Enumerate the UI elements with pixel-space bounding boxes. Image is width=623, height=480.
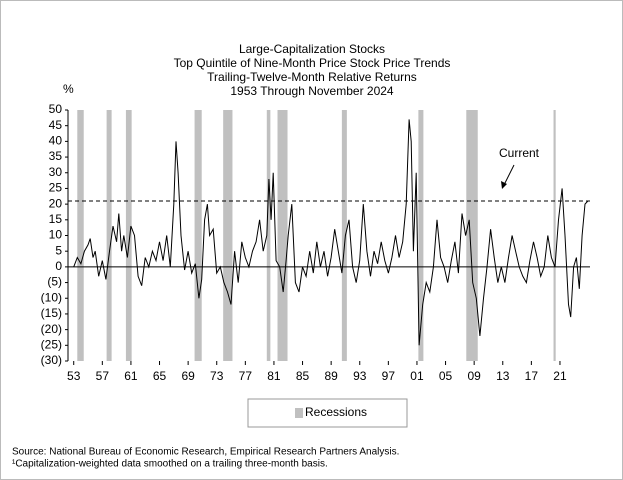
x-tick-label: 57: [96, 369, 110, 383]
x-tick-label: 09: [467, 369, 481, 383]
x-tick-label: 81: [267, 369, 281, 383]
y-tick-label: (25): [41, 337, 62, 351]
y-tick-label: (20): [41, 322, 62, 336]
recession-band: [266, 110, 271, 361]
arrow-head: [501, 180, 507, 189]
x-tick-label: 05: [439, 369, 453, 383]
y-tick-label: (30): [41, 353, 62, 367]
legend-label: Recessions: [305, 405, 367, 419]
x-tick-label: 01: [410, 369, 424, 383]
x-tick-label: 17: [525, 369, 539, 383]
y-tick-label: 30: [49, 165, 63, 179]
x-tick-label: 69: [181, 369, 195, 383]
recession-band: [125, 110, 132, 361]
y-tick-label: 10: [49, 228, 63, 242]
annotation: Current: [499, 146, 540, 160]
chart-title: 1953 Through November 2024: [230, 84, 394, 98]
x-tick-label: 93: [353, 369, 367, 383]
chart-title: Top Quintile of Nine-Month Price Stock P…: [174, 56, 451, 70]
recession-band: [553, 110, 556, 361]
recession-band: [77, 110, 84, 361]
x-tick-label: 21: [553, 369, 567, 383]
x-tick-label: 89: [324, 369, 338, 383]
y-tick-label: 50: [49, 102, 63, 116]
x-tick-label: 73: [210, 369, 224, 383]
y-tick-label: (15): [41, 306, 62, 320]
y-tick-label: 20: [49, 196, 63, 210]
recession-band: [194, 110, 202, 361]
y-tick-label: (10): [41, 290, 62, 304]
y-axis-label: %: [63, 82, 74, 96]
x-tick-label: 53: [67, 369, 81, 383]
data-line: [73, 119, 589, 346]
x-tick-label: 61: [124, 369, 138, 383]
y-tick-label: 15: [49, 212, 63, 226]
x-tick-label: 65: [153, 369, 167, 383]
x-tick-label: 97: [382, 369, 396, 383]
footnote: ¹Capitalization-weighted data smoothed o…: [12, 459, 328, 470]
x-tick-label: 13: [496, 369, 510, 383]
y-tick-label: 40: [49, 134, 63, 148]
chart-title: Trailing-Twelve-Month Relative Returns: [207, 70, 417, 84]
y-tick-label: 5: [55, 243, 62, 257]
y-tick-label: 35: [49, 149, 63, 163]
chart-title: Large-Capitalization Stocks: [239, 42, 385, 56]
recession-band: [223, 110, 233, 361]
recession-band: [277, 110, 288, 361]
legend-swatch: [295, 408, 303, 418]
y-tick-label: 25: [49, 181, 63, 195]
y-tick-label: (5): [47, 275, 62, 289]
y-tick-label: 45: [49, 118, 63, 132]
x-tick-label: 85: [296, 369, 310, 383]
source-note: Source: National Bureau of Economic Rese…: [12, 447, 399, 458]
legend-box: [247, 398, 408, 428]
x-tick-label: 77: [239, 369, 253, 383]
recession-band: [106, 110, 112, 361]
recession-band: [466, 110, 478, 361]
recession-band: [341, 110, 347, 361]
y-tick-label: 0: [55, 259, 62, 273]
annotation-arrow: [503, 164, 515, 186]
recession-band: [418, 110, 424, 361]
